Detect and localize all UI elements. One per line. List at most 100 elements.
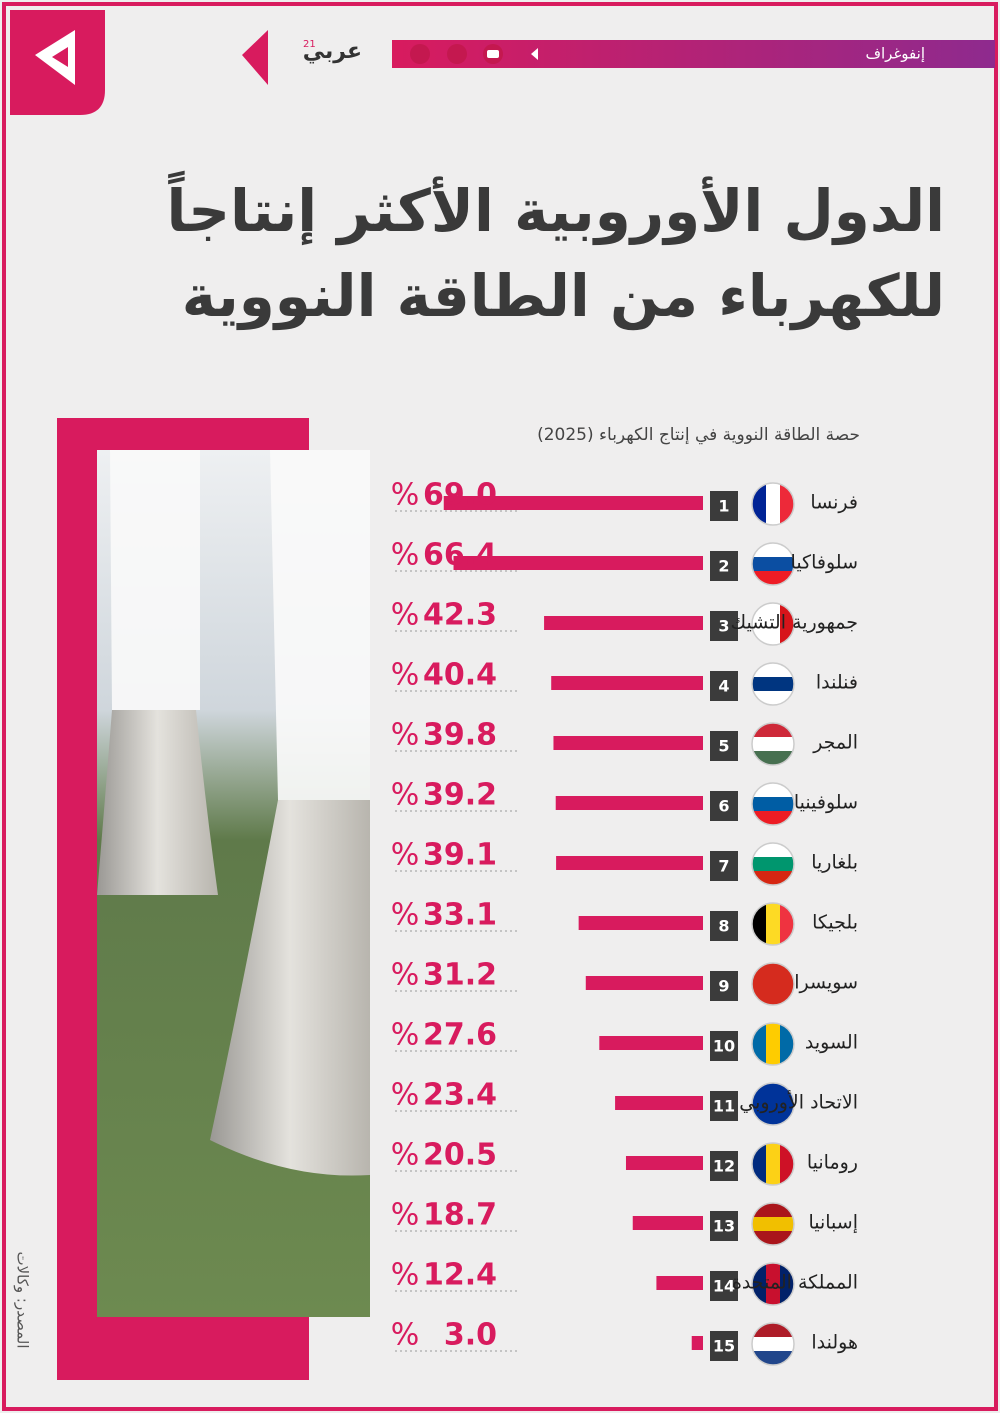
rank-label: 15 [713, 1337, 735, 1356]
flag-rim [751, 902, 795, 946]
rank-label: 4 [718, 677, 729, 696]
category-label: المملكة المتحدة [732, 1272, 858, 1294]
value-label: 20.5 [423, 1138, 497, 1173]
rank-label: 7 [718, 857, 729, 876]
flag-rim [751, 602, 795, 646]
rank-label: 6 [718, 797, 729, 816]
bar [691, 1336, 703, 1350]
steam [110, 450, 200, 710]
bar [555, 796, 703, 810]
tower [97, 710, 218, 895]
flag-stripe [752, 677, 794, 692]
value-label: 27.6 [423, 1018, 497, 1053]
category-label: سلوفاكيا [791, 552, 858, 574]
unit-label: % [391, 1078, 420, 1113]
flag-stripe [752, 543, 794, 558]
bar [551, 676, 703, 690]
rank-box [710, 851, 738, 881]
value-label: 23.4 [423, 1078, 497, 1113]
rank-box [710, 1091, 738, 1121]
bar [443, 496, 703, 510]
flag-rim [751, 662, 795, 706]
source: المصدر: وكالات [14, 1252, 32, 1349]
unit-label: % [391, 778, 420, 813]
bar [553, 736, 703, 750]
category-label: جمهورية التشيك [731, 612, 859, 634]
rank-label: 2 [718, 557, 729, 576]
rank-label: 8 [718, 917, 729, 936]
bar [544, 616, 703, 630]
flag-rim [751, 1142, 795, 1186]
flag-stripe [752, 1323, 794, 1338]
brand-mark [242, 30, 268, 85]
flag-stripe [752, 603, 767, 645]
unit-label: % [391, 838, 420, 873]
flag-stripe [752, 1203, 794, 1218]
flag-rim [751, 542, 795, 586]
flag-stripe [752, 963, 767, 1005]
value-label: 69.0 [423, 478, 497, 513]
unit-label: % [391, 1198, 420, 1233]
flag-stripe [752, 557, 794, 572]
flag [752, 663, 794, 705]
unit-label: % [391, 958, 420, 993]
flag-rim [751, 962, 795, 1006]
title-line: للكهرباء من الطاقة النووية [182, 262, 945, 331]
value-label: 18.7 [423, 1198, 497, 1233]
social-icons [410, 44, 538, 64]
flag [752, 1323, 794, 1365]
rank-box [710, 671, 738, 701]
value-label: 33.1 [423, 898, 497, 933]
flag-stripe [766, 1143, 781, 1185]
flag [752, 723, 794, 765]
category-label: سويسرا [794, 972, 858, 994]
flag-stripe [752, 483, 767, 525]
flag-rim [751, 722, 795, 766]
flag-stripe [752, 797, 794, 812]
unit-label: % [391, 1138, 420, 1173]
rank-label: 1 [718, 497, 729, 516]
flag-stripe [752, 1217, 794, 1232]
category-label: بلجيكا [812, 912, 858, 934]
tower [210, 800, 370, 1176]
brand: عربي [303, 39, 362, 64]
flag-rim [751, 1202, 795, 1246]
subtitle: حصة الطاقة النووية في إنتاج الكهرباء (20… [537, 425, 860, 445]
value-label: 42.3 [423, 598, 497, 633]
category-label: هولندا [811, 1332, 858, 1354]
value-label: 40.4 [423, 658, 497, 693]
flag-stripe [766, 1263, 781, 1305]
rank-label: 9 [718, 977, 729, 996]
flag-stripe [766, 1083, 781, 1125]
flag-stripe [752, 1023, 767, 1065]
rank-box [710, 1031, 738, 1061]
bar [615, 1096, 703, 1110]
bar [625, 1156, 703, 1170]
value-label: 12.4 [423, 1258, 497, 1293]
category-label: فنلندا [816, 672, 858, 694]
flag-stripe [752, 723, 794, 738]
flag-stripe [766, 483, 781, 525]
rank-box [710, 1271, 738, 1301]
flag-rim [751, 1022, 795, 1066]
flag-stripe [752, 1337, 794, 1352]
flag-stripe [752, 857, 794, 872]
unit-label: % [391, 1318, 420, 1353]
flag-rim [751, 1262, 795, 1306]
rank-label: 3 [718, 617, 729, 636]
value-label: 3.0 [444, 1318, 497, 1353]
bar [453, 556, 703, 570]
flag-stripe [752, 1263, 767, 1305]
rank-box [710, 911, 738, 941]
value-label: 39.2 [423, 778, 497, 813]
rank-box [710, 1151, 738, 1181]
unit-label: % [391, 718, 420, 753]
brand-sup: 21 [303, 39, 316, 50]
rank-box [710, 791, 738, 821]
flag-rim [751, 482, 795, 526]
category-label: فرنسا [810, 492, 858, 514]
flag-stripe [752, 663, 794, 678]
rank-box [710, 971, 738, 1001]
flag-stripe [752, 1083, 767, 1125]
